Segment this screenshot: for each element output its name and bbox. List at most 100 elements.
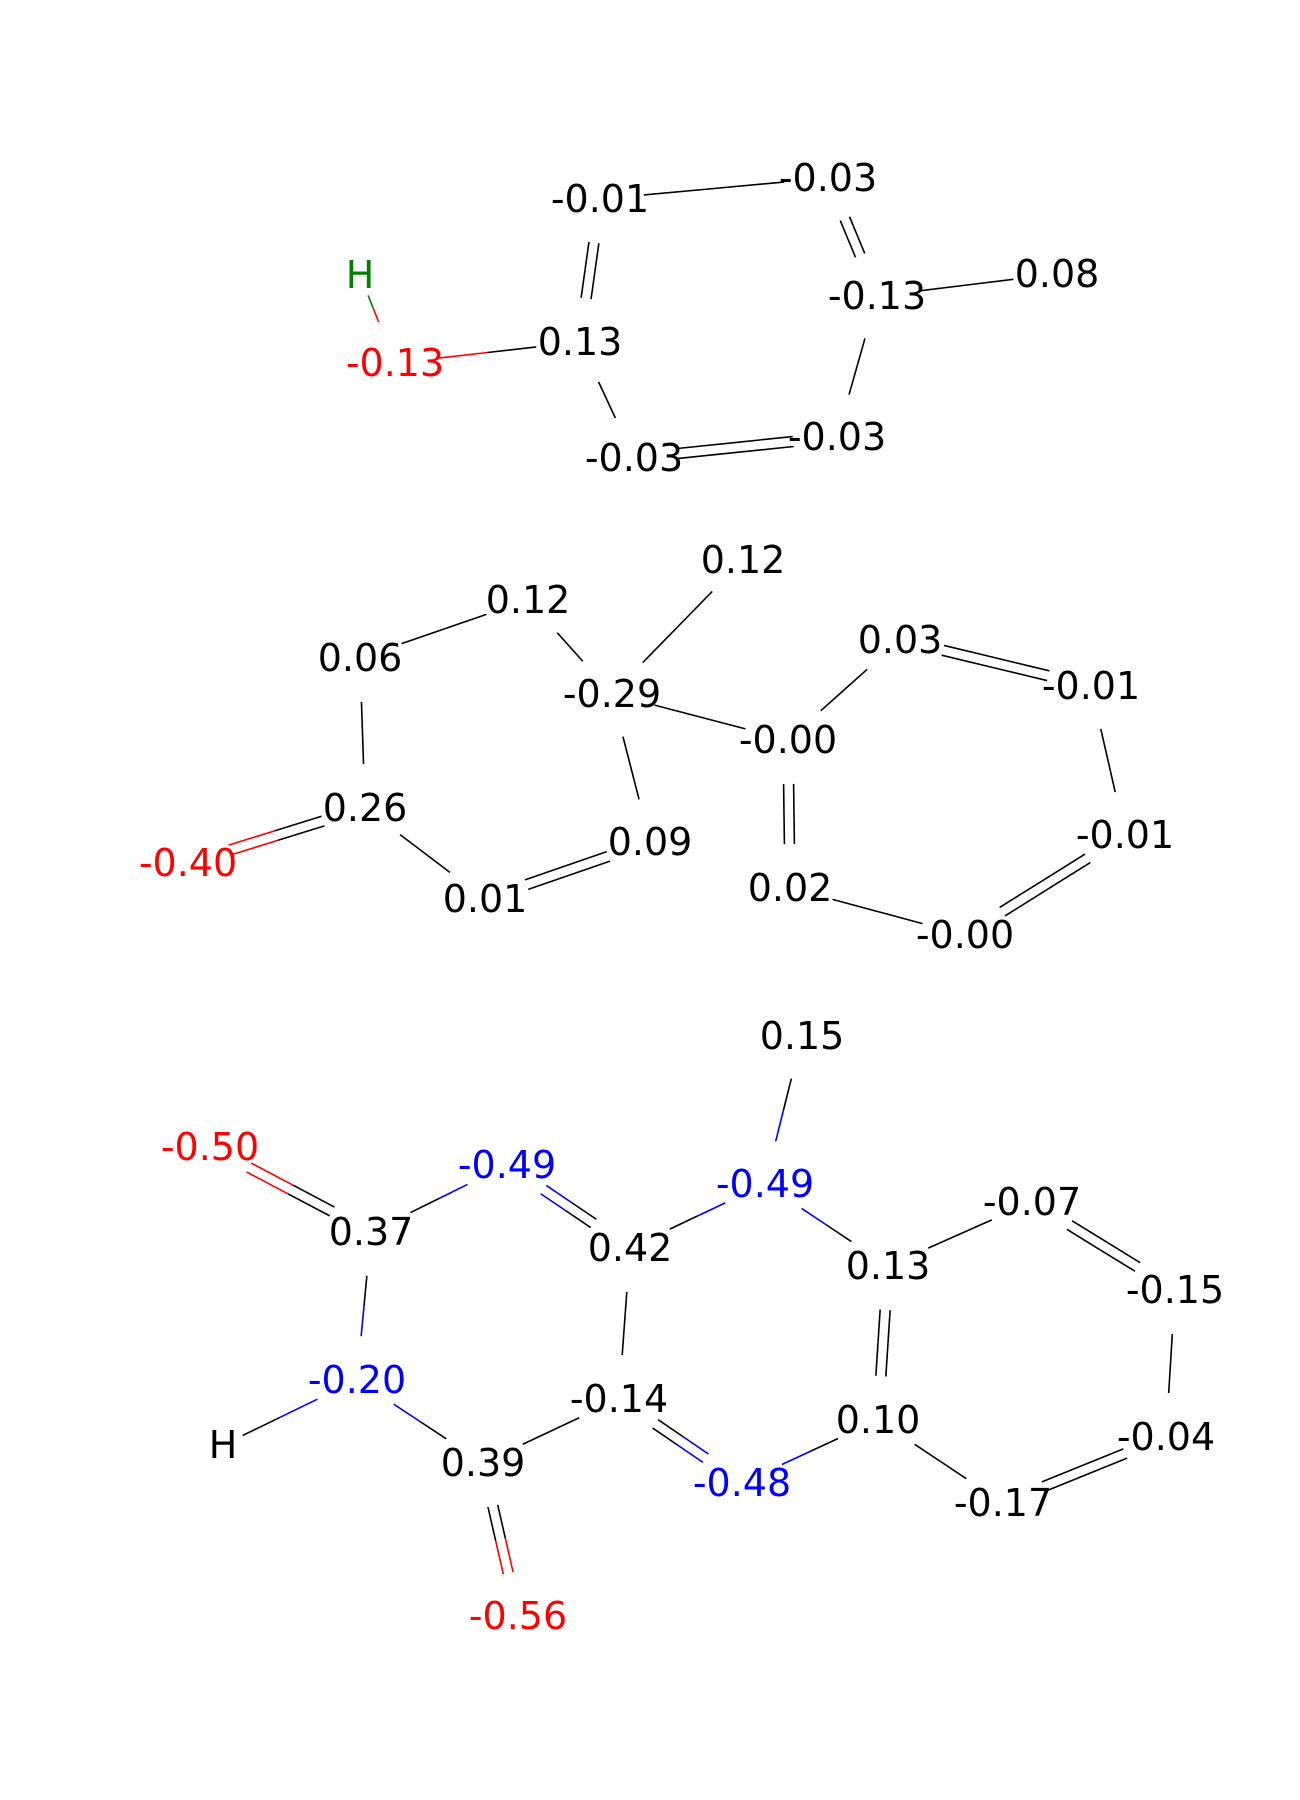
single-bond (424, 852, 451, 874)
double-bond-line (1041, 853, 1086, 882)
double-bond-line (540, 1193, 567, 1212)
atom-charge-label: -0.29 (563, 672, 661, 716)
atom-charge-label: -0.00 (916, 913, 1014, 957)
single-bond (401, 628, 445, 645)
double-bond-line (231, 839, 279, 856)
double-bond-line (678, 451, 737, 460)
double-bond-line (274, 815, 322, 832)
single-bond (669, 1215, 698, 1230)
atom-charge-label: -0.49 (716, 1162, 814, 1206)
double-bond-line (292, 1184, 335, 1208)
single-bond (393, 1403, 421, 1423)
single-bond (363, 1275, 368, 1307)
double-bond-line (527, 874, 570, 891)
atom-charge-label: -0.20 (308, 1358, 406, 1402)
atom-charge-label: 0.15 (760, 1014, 845, 1058)
single-bond (438, 351, 488, 359)
double-bond-line (875, 1342, 879, 1376)
atom-charge-label: 0.09 (608, 820, 693, 864)
single-bond (410, 1197, 440, 1214)
double-bond-line (657, 1419, 684, 1438)
double-bond-line (570, 1201, 597, 1220)
double-bond-line (565, 1209, 592, 1229)
single-bond (826, 1224, 852, 1243)
single-bond (774, 1109, 785, 1142)
single-bond (360, 1305, 365, 1337)
single-bond (1107, 760, 1116, 793)
single-bond (782, 1078, 793, 1111)
single-bond (1100, 728, 1109, 761)
single-bond (623, 1291, 628, 1324)
double-bond-line (856, 234, 866, 254)
double-bond-line (504, 1538, 514, 1573)
atom-charge-label: 0.10 (836, 1398, 921, 1442)
single-bond (801, 1207, 827, 1226)
double-bond-line (568, 860, 611, 876)
double-bond-line (228, 829, 276, 846)
double-bond-line (887, 1310, 891, 1344)
single-bond (713, 181, 785, 190)
atom-charge-label: -0.50 (161, 1125, 259, 1169)
single-bond (843, 668, 868, 691)
atom-charge-label: 0.12 (701, 538, 786, 582)
atom-charge-label: 0.26 (323, 786, 408, 830)
double-bond-line (1066, 1228, 1102, 1251)
single-bond (1167, 1363, 1172, 1394)
single-bond (522, 1430, 552, 1445)
double-bond-line (580, 269, 586, 298)
single-bond (606, 399, 617, 419)
double-bond-line (999, 880, 1043, 909)
atom-charge-label: -0.01 (1042, 664, 1140, 708)
atom-charge-label: 0.42 (588, 1226, 673, 1270)
double-bond-line (677, 441, 736, 450)
atom-charge-label: 0.13 (538, 320, 623, 364)
single-bond (361, 732, 365, 765)
single-bond (676, 590, 713, 628)
double-bond-line (565, 850, 608, 867)
double-bond-line (847, 238, 857, 258)
single-bond (643, 187, 715, 196)
double-bond-line (877, 1309, 881, 1343)
double-bond-line (250, 1162, 294, 1186)
double-bond-line (487, 1506, 497, 1541)
atom-charge-label: -0.49 (458, 1143, 556, 1187)
single-bond (877, 910, 923, 925)
double-bond-line (494, 1540, 505, 1575)
atom-charge-label: -0.03 (585, 436, 683, 480)
double-bond-line (943, 644, 997, 659)
single-bond (1169, 1333, 1174, 1364)
hydrogen-label: H (209, 1423, 238, 1467)
single-bond (372, 308, 380, 323)
double-bond-line (1041, 1464, 1083, 1483)
single-bond (622, 736, 632, 769)
single-bond (654, 704, 701, 718)
single-bond (279, 1398, 318, 1419)
single-bond (443, 613, 487, 630)
single-bond (438, 1183, 468, 1200)
atom-charge-label: -0.17 (954, 1481, 1052, 1525)
double-bond-line (1045, 1473, 1087, 1492)
double-bond-line (524, 865, 567, 881)
atom-charge-label: -0.01 (1076, 813, 1174, 857)
atom-charge-label: -0.13 (828, 274, 926, 318)
double-bond-line (1105, 1241, 1141, 1264)
atom-charge-label: 0.08 (1015, 252, 1100, 296)
single-bond (630, 767, 640, 800)
double-bond-line (1100, 1249, 1136, 1272)
double-bond-line (496, 1504, 507, 1539)
double-bond-line (545, 1184, 572, 1204)
atom-charge-label: -0.15 (1126, 1268, 1224, 1312)
double-bond-line (584, 241, 590, 270)
double-bond-line (246, 1171, 289, 1195)
single-bond (959, 1219, 993, 1235)
single-bond (914, 1443, 941, 1463)
single-bond (856, 338, 866, 367)
double-bond-line (735, 445, 794, 454)
double-bond-line (1082, 1448, 1124, 1467)
double-bond-line (677, 1444, 704, 1463)
atom-charge-label: 0.39 (441, 1441, 526, 1485)
atom-charge-label: -0.00 (739, 718, 837, 762)
double-bond-line (682, 1436, 709, 1455)
single-bond (419, 1420, 447, 1440)
